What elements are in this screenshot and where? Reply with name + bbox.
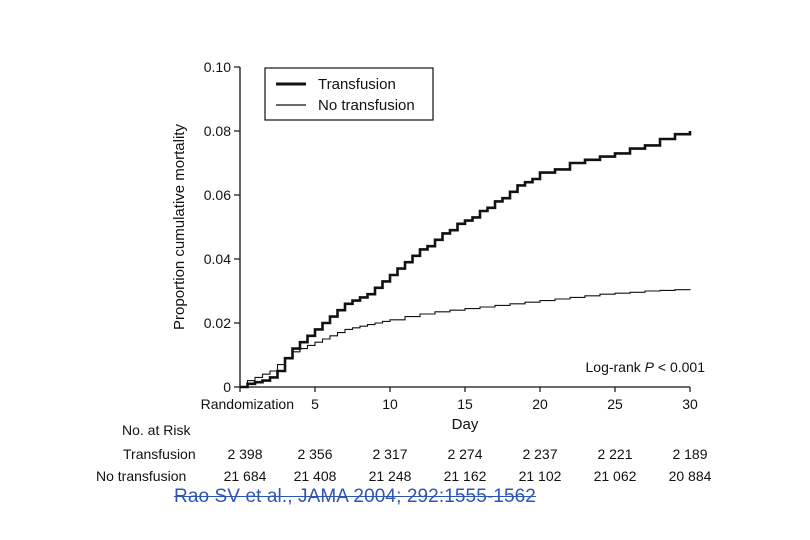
risk-table-title: No. at Risk [122,422,191,438]
risk-value: 21 248 [369,468,412,484]
series-layer [240,131,692,389]
y-tick-label: 0.10 [204,59,231,75]
logrank-p: P [645,359,655,375]
x-tick-label: 15 [457,396,473,412]
risk-value: 21 062 [594,468,637,484]
x-tick-label: Randomization [201,396,294,412]
risk-table: No. at Risk Transfusion No transfusion 2… [96,422,712,484]
y-tick-label: 0.02 [204,315,231,331]
x-ticks: Randomization 5 10 15 20 25 30 [201,387,698,412]
y-axis-label: Proportion cumulative mortality [171,124,188,330]
legend: Transfusion No transfusion [264,67,434,121]
y-tick-label: 0.06 [204,187,231,203]
risk-value: 2 189 [672,446,707,462]
y-tick-label: 0.08 [204,123,231,139]
legend-label-transfusion: Transfusion [318,76,396,93]
risk-value: 21 408 [294,468,337,484]
citation: Rao SV et al., JAMA 2004; 292:1555-1562 [174,486,536,507]
risk-row-label-transfusion: Transfusion [123,446,196,462]
risk-value: 21 684 [224,468,267,484]
risk-value: 2 274 [447,446,482,462]
risk-value: 2 356 [297,446,332,462]
risk-value: 21 162 [444,468,487,484]
legend-label-no-transfusion: No transfusion [318,97,415,114]
logrank-prefix: Log-rank [586,359,642,375]
risk-value: 21 102 [519,468,562,484]
risk-value: 2 317 [372,446,407,462]
y-tick-label: 0 [223,379,231,395]
series-line-transfusion [240,131,692,389]
series-line-no-transfusion [240,289,691,388]
legend-box [264,67,434,121]
risk-values: 2 398 2 356 2 317 2 274 2 237 2 221 2 189 21 68… [224,446,712,484]
risk-value: 2 237 [522,446,557,462]
logrank-annotation: Log-rank P < 0.001 [586,359,706,375]
y-ticks: 0 0.02 0.04 0.06 0.08 0.10 [204,59,240,395]
x-tick-label: 5 [311,396,319,412]
risk-value: 2 221 [597,446,632,462]
y-tick-label: 0.04 [204,251,231,267]
logrank-value: < 0.001 [654,359,705,375]
risk-row-label-no-transfusion: No transfusion [96,468,186,484]
x-tick-label: 20 [532,396,548,412]
x-tick-label: 10 [382,396,398,412]
risk-value: 2 398 [227,446,262,462]
risk-value: 20 884 [669,468,712,484]
x-tick-label: 25 [607,396,623,412]
x-axis-label: Day [452,416,479,433]
x-tick-label: 30 [682,396,698,412]
